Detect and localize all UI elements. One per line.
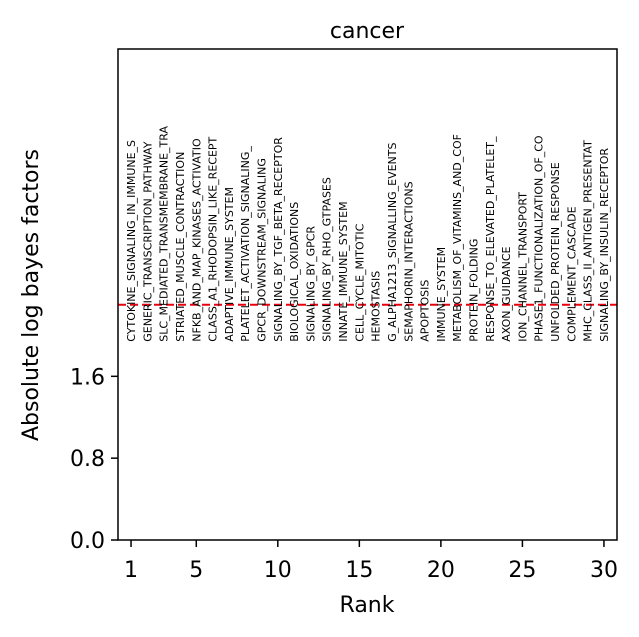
- plot-area: CYTOKINE_SIGNALING_IN_IMMUNE_S GENERIC_TR…: [118, 126, 617, 342]
- x-tick-label: 20: [427, 558, 455, 583]
- point-label: IMMUNE_SYSTEM: [435, 247, 448, 342]
- point-label: SIGNALING_BY_RHO_GTPASES: [321, 177, 334, 342]
- point-label: PLATELET_ACTIVATION_SIGNALING_: [239, 146, 252, 342]
- point-label: HEMOSTASIS: [370, 271, 383, 342]
- point-label: NFKB_AND_MAP_KINASES_ACTIVATIO: [190, 138, 203, 342]
- point-label: SEMAPHORIN_INTERACTIONS: [402, 181, 415, 341]
- x-tick-label: 5: [189, 558, 203, 583]
- y-tick-label: 1.6: [70, 365, 105, 390]
- point-label: STRIATED_MUSCLE_CONTRACTION: [174, 152, 187, 342]
- point-label: G_ALPHA1213_SIGNALLING_EVENTS: [386, 142, 399, 341]
- point-label: APOPTOSIS: [419, 280, 432, 342]
- point-label: AXON_GUIDANCE: [500, 246, 513, 341]
- point-label: PROTEIN_FOLDING: [467, 239, 480, 342]
- x-axis-ticks: 1 5 10 15 20 25 30: [124, 540, 618, 583]
- point-label: ION_CHANNEL_TRANSPORT: [516, 192, 529, 342]
- point-labels: CYTOKINE_SIGNALING_IN_IMMUNE_S GENERIC_TR…: [125, 126, 611, 342]
- x-tick-label: 25: [508, 558, 536, 583]
- chart-title: cancer: [330, 19, 405, 44]
- plot-frame: [117, 48, 618, 541]
- x-axis-label: Rank: [340, 593, 395, 618]
- x-tick-label: 10: [264, 558, 292, 583]
- point-label: PHASE1_FUNCTIONALIZATION_OF_CO: [533, 135, 546, 342]
- point-label: MHC_CLASS_II_ANTIGEN_PRESENTAT: [582, 140, 595, 342]
- point-label: CYTOKINE_SIGNALING_IN_IMMUNE_S: [125, 140, 138, 342]
- point-label: BIOLOGICAL_OXIDATIONS: [288, 202, 301, 342]
- x-tick-label: 1: [124, 558, 138, 583]
- point-label: SLC_MEDIATED_TRANSMEMBRANE_TRA: [158, 126, 171, 342]
- point-label: SIGNALING_BY_GPCR: [304, 226, 317, 342]
- point-label: ADAPTIVE_IMMUNE_SYSTEM: [223, 187, 236, 342]
- point-label: RESPONSE_TO_ELEVATED_PLATELET_: [484, 136, 497, 342]
- y-axis-ticks: 0.0 0.8 1.6: [70, 365, 118, 554]
- point-label: GPCR_DOWNSTREAM_SIGNALING: [256, 158, 269, 342]
- point-label: UNFOLDED_PROTEIN_RESPONSE: [549, 162, 562, 341]
- point-label: CLASS_A1_RHODOPSIN_LIKE_RECEPT: [207, 136, 220, 341]
- point-label: METABOLISM_OF_VITAMINS_AND_COF: [451, 134, 464, 342]
- point-label: SIGNALING_BY_TGF_BETA_RECEPTOR: [272, 137, 285, 342]
- y-tick-label: 0.8: [70, 447, 105, 472]
- point-label: COMPLEMENT_CASCADE: [565, 206, 578, 341]
- point-label: SIGNALING_BY_INSULIN_RECEPTOR: [598, 148, 611, 342]
- x-tick-label: 15: [345, 558, 373, 583]
- point-label: GENERIC_TRANSCRIPTION_PATHWAY: [141, 141, 154, 341]
- point-label: CELL_CYCLE_MITOTIC: [353, 223, 366, 341]
- point-label: INNATE_IMMUNE_SYSTEM: [337, 201, 350, 341]
- y-tick-label: 0.0: [70, 529, 105, 554]
- x-tick-label: 30: [590, 558, 618, 583]
- y-axis-label: Absolute log bayes factors: [19, 149, 44, 441]
